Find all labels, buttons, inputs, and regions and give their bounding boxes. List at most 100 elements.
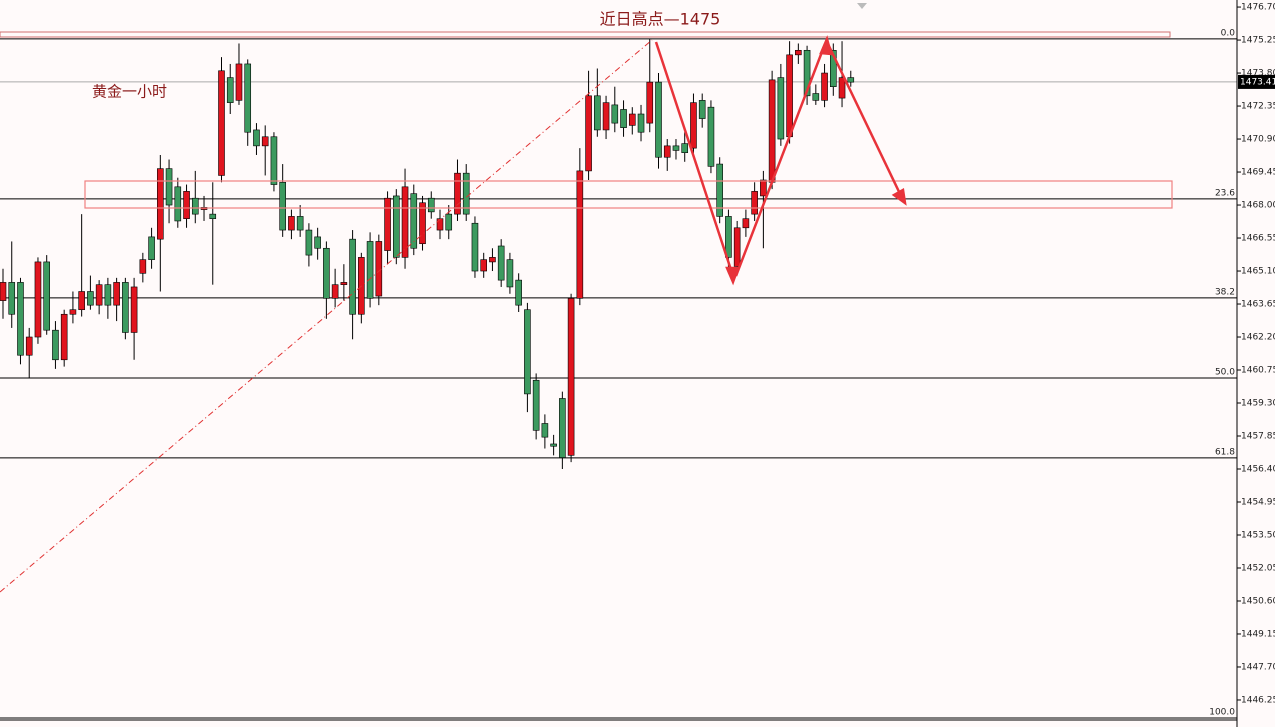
candle-body — [445, 213, 453, 231]
candle-body — [384, 197, 391, 251]
candle-body — [191, 197, 199, 215]
y-tick-label: 1446.25 — [1241, 695, 1275, 705]
candle-body — [628, 113, 636, 126]
candle-body — [165, 168, 173, 206]
candle-body — [174, 186, 182, 222]
arrow — [734, 43, 827, 277]
candle-body — [681, 143, 689, 153]
fib-label: 0.0 — [1221, 28, 1236, 38]
candle-body — [279, 181, 286, 231]
zigzag-arrows — [654, 35, 907, 286]
candle-body — [366, 241, 374, 299]
candle-body — [733, 227, 741, 267]
fib-label: 50.0 — [1215, 367, 1235, 377]
y-tick-label: 1460.75 — [1241, 366, 1275, 376]
candle-body — [515, 279, 522, 306]
chart-title: 近日高点—1475 — [600, 10, 721, 29]
arrow — [826, 43, 904, 199]
candle-body — [454, 172, 461, 215]
candle-body — [698, 100, 706, 119]
candle-body — [594, 95, 601, 131]
candle-body — [419, 202, 426, 245]
y-tick-label: 1453.50 — [1241, 530, 1275, 540]
candle-body — [812, 93, 820, 101]
candle-body — [157, 168, 164, 240]
candle-body — [611, 104, 619, 124]
fib-label: 23.6 — [1215, 188, 1235, 198]
candle-body — [795, 49, 802, 56]
candle-body — [786, 54, 793, 138]
candle-body — [768, 79, 776, 183]
y-tick-label: 1475.25 — [1241, 36, 1275, 46]
candle-body — [524, 309, 531, 395]
candle-body — [95, 284, 103, 306]
candle-body — [690, 102, 697, 149]
candle-body — [375, 241, 383, 297]
candle-body — [559, 398, 566, 458]
candle-body — [17, 282, 24, 356]
candle-body — [829, 49, 837, 88]
y-tick-label: 1449.15 — [1241, 629, 1275, 639]
candle-body — [34, 261, 42, 338]
candle-body — [427, 197, 435, 213]
candle-body — [401, 186, 409, 258]
fib-label: 38.2 — [1215, 287, 1235, 297]
candle-body — [847, 77, 855, 83]
candle-body — [655, 81, 662, 158]
annotation: 黄金一小时 — [92, 83, 167, 101]
candle-body — [672, 145, 680, 151]
candle-body — [751, 191, 758, 215]
candle-body — [803, 49, 811, 97]
candle-body — [296, 216, 304, 231]
candle-body — [716, 163, 723, 217]
candle-body — [148, 236, 155, 260]
y-tick-label: 1454.95 — [1241, 497, 1275, 507]
current-price-box — [1238, 74, 1275, 89]
candle-body — [349, 238, 356, 315]
candle-body — [480, 259, 488, 272]
candle-body — [725, 216, 732, 258]
candle-body — [218, 70, 225, 176]
candle-body — [576, 170, 584, 299]
candle-body — [235, 63, 243, 101]
y-tick-label: 1466.55 — [1241, 234, 1275, 244]
candle-body — [78, 291, 85, 311]
fib-label: 61.8 — [1215, 447, 1235, 457]
candle-body — [620, 109, 627, 128]
candle-body — [244, 63, 252, 133]
candle-body — [209, 213, 217, 219]
candle-body — [288, 216, 295, 231]
candle-body — [261, 136, 269, 147]
y-tick-label: 1462.20 — [1241, 333, 1275, 343]
arrow-head — [891, 188, 907, 206]
candle-body — [331, 284, 339, 299]
current-price-label: 1473.41 — [1240, 77, 1275, 87]
candle-body — [392, 195, 400, 258]
candle-body — [567, 298, 575, 456]
candle-body — [707, 106, 715, 167]
y-tick-label: 1465.10 — [1241, 267, 1275, 277]
candle-body — [25, 336, 33, 356]
candle-body — [489, 257, 496, 263]
candle-body — [130, 286, 138, 333]
candle-body — [253, 129, 260, 147]
candle-body — [8, 282, 16, 315]
candle-body — [742, 218, 750, 229]
candle-body — [471, 222, 479, 272]
y-tick-label: 1457.85 — [1241, 432, 1275, 442]
y-tick-label: 1468.00 — [1241, 201, 1275, 211]
y-tick-label: 1469.45 — [1241, 168, 1275, 178]
y-tick-label: 1452.05 — [1241, 563, 1275, 573]
candle-body — [43, 261, 51, 331]
candle-body — [550, 443, 557, 447]
candle-body — [410, 193, 418, 249]
candle-body — [637, 113, 645, 133]
y-tick-label: 1472.35 — [1241, 102, 1275, 112]
arrow — [654, 41, 735, 277]
candle-body — [532, 379, 540, 431]
candle-body — [462, 172, 470, 215]
y-tick-label: 1470.90 — [1241, 135, 1275, 145]
candle-body — [113, 282, 120, 306]
candle-body — [323, 247, 330, 299]
candle-body — [0, 282, 7, 301]
